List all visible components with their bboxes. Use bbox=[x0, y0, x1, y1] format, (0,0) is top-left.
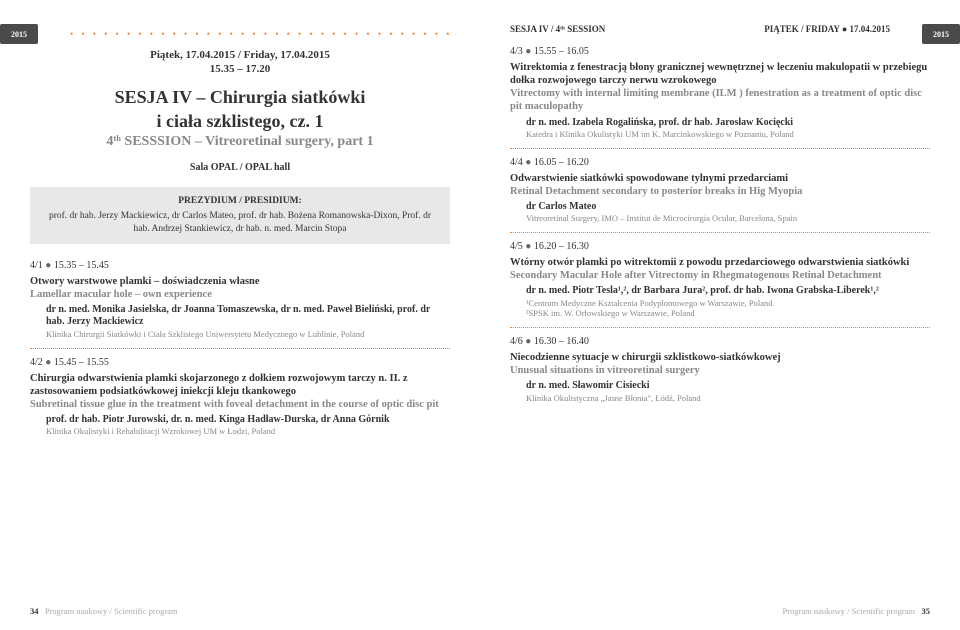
divider bbox=[510, 148, 930, 149]
footer-text: Program naukowy / Scientific program bbox=[782, 606, 915, 616]
left-page: 2015 • • • • • • • • • • • • • • • • • •… bbox=[0, 0, 480, 630]
slot-time: 15.35 – 15.45 bbox=[54, 260, 109, 271]
slot-title-en: Subretinal tissue glue in the treatment … bbox=[30, 398, 450, 411]
session-bar-right: PIĄTEK / FRIDAY ● 17.04.2015 bbox=[764, 24, 890, 34]
session-title-pl-1: SESJA IV – Chirurgia siatkówki bbox=[30, 87, 450, 109]
slot-num: 4/3 bbox=[510, 46, 523, 57]
bullet-icon: ● bbox=[525, 336, 534, 347]
year-badge-right: 2015 bbox=[922, 24, 960, 44]
page-number: 35 bbox=[922, 606, 931, 616]
bullet-icon: ● bbox=[525, 157, 534, 168]
slot-id: 4/1 ● 15.35 – 15.45 bbox=[30, 260, 450, 271]
slot-time: 16.20 – 16.30 bbox=[534, 241, 589, 252]
slot-num: 4/1 bbox=[30, 260, 43, 271]
slot-4-3: 4/3 ● 15.55 – 16.05 Witrektomia z fenest… bbox=[510, 46, 930, 140]
footer-right: Program naukowy / Scientific program 35 bbox=[782, 606, 930, 616]
slot-authors: prof. dr hab. Piotr Jurowski, dr. n. med… bbox=[46, 414, 450, 427]
slot-id: 4/3 ● 15.55 – 16.05 bbox=[510, 46, 930, 57]
slot-time: 15.45 – 15.55 bbox=[54, 357, 109, 368]
dotted-top: • • • • • • • • • • • • • • • • • • • • … bbox=[70, 30, 450, 39]
slot-4-4: 4/4 ● 16.05 – 16.20 Odwarstwienie siatkó… bbox=[510, 157, 930, 224]
slot-affil: Vitreoretinal Surgery, IMO – Institut de… bbox=[526, 213, 930, 224]
slot-id: 4/4 ● 16.05 – 16.20 bbox=[510, 157, 930, 168]
time-header: 15.35 – 17.20 bbox=[30, 63, 450, 75]
slot-num: 4/4 bbox=[510, 157, 523, 168]
slot-4-5: 4/5 ● 16.20 – 16.30 Wtórny otwór plamki … bbox=[510, 241, 930, 319]
slot-id: 4/2 ● 15.45 – 15.55 bbox=[30, 357, 450, 368]
slot-num: 4/2 bbox=[30, 357, 43, 368]
session-bar: SESJA IV / 4ᵗʰ SESSION PIĄTEK / FRIDAY ●… bbox=[510, 24, 930, 34]
hall-text: Sala OPAL / OPAL hall bbox=[190, 162, 290, 173]
slot-title-pl: Witrektomia z fenestracją błony graniczn… bbox=[510, 61, 930, 87]
slot-affil: Klinika Okulistyki i Rehabilitacji Wzrok… bbox=[46, 426, 450, 437]
slot-title-en: Secondary Macular Hole after Vitrectomy … bbox=[510, 269, 930, 282]
slot-num: 4/6 bbox=[510, 336, 523, 347]
slot-title-pl: Wtórny otwór plamki po witrektomii z pow… bbox=[510, 256, 930, 269]
divider bbox=[510, 232, 930, 233]
slot-4-6: 4/6 ● 16.30 – 16.40 Niecodzienne sytuacj… bbox=[510, 336, 930, 403]
footer-text: Program naukowy / Scientific program bbox=[45, 606, 178, 616]
slot-id: 4/6 ● 16.30 – 16.40 bbox=[510, 336, 930, 347]
year-badge-left: 2015 bbox=[0, 24, 38, 44]
hall-label: Sala OPAL / OPAL hall bbox=[30, 162, 450, 173]
slot-time: 16.05 – 16.20 bbox=[534, 157, 589, 168]
bullet-icon: ● bbox=[525, 46, 534, 57]
session-bar-left: SESJA IV / 4ᵗʰ SESSION bbox=[510, 24, 605, 34]
slot-authors: dr n. med. Izabela Rogalińska, prof. dr … bbox=[526, 117, 930, 130]
slot-title-pl: Odwarstwienie siatkówki spowodowane tyln… bbox=[510, 172, 930, 185]
slot-id: 4/5 ● 16.20 – 16.30 bbox=[510, 241, 930, 252]
slot-4-2: 4/2 ● 15.45 – 15.55 Chirurgia odwarstwie… bbox=[30, 357, 450, 438]
divider bbox=[30, 348, 450, 349]
session-title-en: 4ᵗʰ SESSSION – Vitreoretinal surgery, pa… bbox=[30, 134, 450, 150]
slot-affil: ¹Centrum Medyczne Kształcenia Podyplomow… bbox=[526, 298, 930, 319]
slot-authors: dr Carlos Mateo bbox=[526, 201, 930, 214]
slot-title-pl: Otwory warstwowe plamki – doświadczenia … bbox=[30, 275, 450, 288]
bullet-icon: ● bbox=[45, 260, 54, 271]
slot-title-en: Vitrectomy with internal limiting membra… bbox=[510, 87, 930, 113]
slot-authors: dr n. med. Sławomir Cisiecki bbox=[526, 380, 930, 393]
bullet-icon: ● bbox=[525, 241, 534, 252]
page-number: 34 bbox=[30, 606, 39, 616]
presidium-box: PREZYDIUM / PRESIDIUM: prof. dr hab. Jer… bbox=[30, 187, 450, 243]
slot-time: 15.55 – 16.05 bbox=[534, 46, 589, 57]
footer-left: 34 Program naukowy / Scientific program bbox=[30, 606, 178, 616]
slot-title-en: Unusual situations in vitreoretinal surg… bbox=[510, 364, 930, 377]
slot-title-pl: Niecodzienne sytuacje w chirurgii szklis… bbox=[510, 351, 930, 364]
slot-time: 16.30 – 16.40 bbox=[534, 336, 589, 347]
presidium-body: prof. dr hab. Jerzy Mackiewicz, dr Carlo… bbox=[42, 210, 438, 236]
divider bbox=[510, 327, 930, 328]
session-title-pl-2: i ciała szklistego, cz. 1 bbox=[30, 111, 450, 133]
bullet-icon: ● bbox=[45, 357, 54, 368]
slot-authors: dr n. med. Piotr Tesla¹,², dr Barbara Ju… bbox=[526, 285, 930, 298]
slot-num: 4/5 bbox=[510, 241, 523, 252]
slot-affil: Klinika Okulistyczna „Jasne Błonia", Łód… bbox=[526, 393, 930, 404]
slot-title-en: Retinal Detachment secondary to posterio… bbox=[510, 185, 930, 198]
date-header: Piątek, 17.04.2015 / Friday, 17.04.2015 bbox=[30, 49, 450, 61]
right-page: 2015 SESJA IV / 4ᵗʰ SESSION PIĄTEK / FRI… bbox=[480, 0, 960, 630]
slot-authors: dr n. med. Monika Jasielska, dr Joanna T… bbox=[46, 304, 450, 329]
slot-title-pl: Chirurgia odwarstwienia plamki skojarzon… bbox=[30, 372, 450, 398]
slot-affil: Katedra i Klinika Okulistyki UM im K. Ma… bbox=[526, 129, 930, 140]
slot-title-en: Lamellar macular hole – own experience bbox=[30, 288, 450, 301]
presidium-title: PREZYDIUM / PRESIDIUM: bbox=[42, 195, 438, 208]
slot-affil: Klinika Chirurgii Siatkówki i Ciała Szkl… bbox=[46, 329, 450, 340]
slot-4-1: 4/1 ● 15.35 – 15.45 Otwory warstwowe pla… bbox=[30, 260, 450, 340]
